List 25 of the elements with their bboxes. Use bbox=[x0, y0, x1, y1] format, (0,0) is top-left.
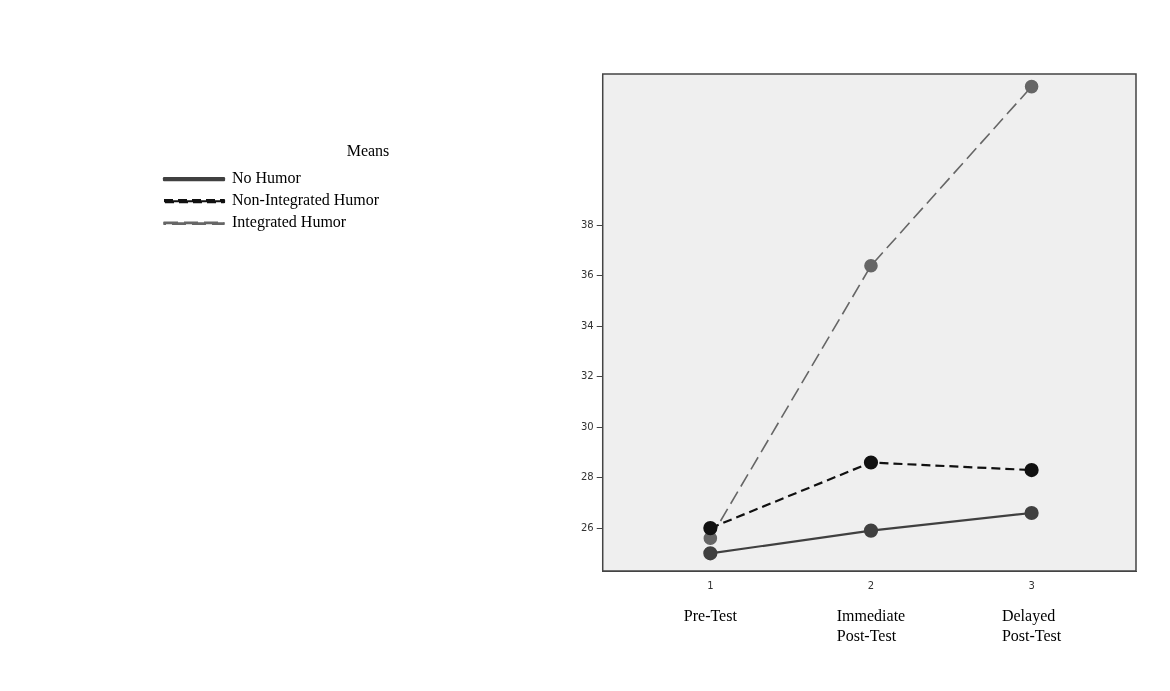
y-tick-label: 32 bbox=[580, 370, 594, 382]
x-tick-label: 1 bbox=[707, 579, 714, 591]
legend-label: No Humor bbox=[232, 169, 302, 187]
y-tick-label: 28 bbox=[580, 471, 594, 483]
text: Pre-Test bbox=[683, 607, 738, 625]
y-tick-label: 30 bbox=[580, 420, 594, 432]
point bbox=[863, 523, 879, 538]
point bbox=[703, 546, 718, 561]
y-tick-label: 34 bbox=[580, 319, 594, 331]
x-tick-label: 2 bbox=[867, 579, 875, 591]
legend-label: Non-Integrated Humor bbox=[232, 191, 380, 210]
x-tick-label: 3 bbox=[1028, 579, 1035, 591]
point bbox=[1024, 79, 1039, 94]
text: Delayed Post-Test bbox=[1001, 607, 1062, 645]
y-tick-label: 36 bbox=[580, 269, 594, 281]
point bbox=[703, 521, 718, 536]
point bbox=[1024, 462, 1039, 478]
point bbox=[863, 455, 879, 470]
text: Immediate Post-Test bbox=[836, 607, 906, 645]
legend-title: Means bbox=[346, 142, 390, 160]
y-tick-label: 26 bbox=[580, 521, 594, 533]
y-tick-label: 38 bbox=[580, 218, 594, 230]
point bbox=[864, 258, 878, 273]
point bbox=[1024, 505, 1039, 521]
legend-label: Integrated Humor bbox=[232, 213, 347, 232]
